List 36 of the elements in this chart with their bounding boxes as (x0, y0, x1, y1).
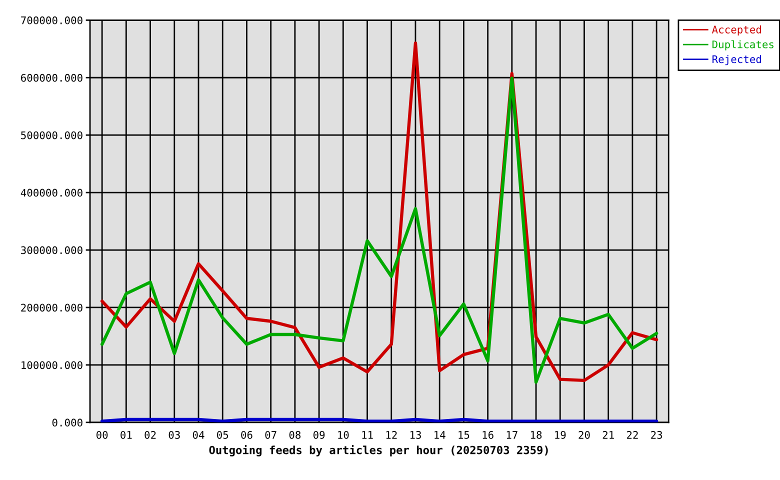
x-tick-label: 20 (578, 430, 590, 439)
x-tick-label: 19 (555, 430, 566, 439)
x-tick-label: 13 (410, 430, 421, 439)
legend-label: Rejected (712, 55, 761, 66)
x-tick-label: 11 (362, 431, 373, 439)
x-tick-label: 16 (482, 430, 494, 439)
x-tick-label: 01 (120, 430, 132, 439)
x-tick-label: 18 (531, 430, 542, 439)
x-tick-label: 02 (144, 430, 156, 439)
x-tick-label: 08 (289, 430, 301, 439)
y-tick-label: 300000.000 (21, 246, 82, 254)
legend-label: Accepted (712, 25, 761, 36)
x-tick-label: 23 (651, 430, 662, 439)
x-tick-label: 05 (217, 430, 228, 439)
x-tick-label: 22 (626, 430, 638, 439)
y-tick-label: 400000.000 (20, 188, 82, 197)
x-tick-label: 14 (434, 431, 446, 439)
legend-label: Duplicates (712, 40, 774, 50)
y-tick-label: 700000.000 (21, 16, 82, 24)
x-tick-label: 06 (241, 430, 252, 439)
y-tick-label: 200000.000 (21, 304, 82, 312)
x-tick-label: 15 (458, 431, 470, 439)
y-tick-label: 600000.000 (21, 74, 82, 82)
x-tick-label: 12 (386, 430, 397, 439)
x-tick-label: 07 (265, 430, 276, 439)
x-tick-label: 21 (602, 430, 614, 439)
x-tick-label: 09 (313, 430, 325, 439)
y-tick-label: 100000.000 (22, 361, 82, 370)
x-tick-label: 04 (192, 430, 204, 439)
x-tick-label: 03 (168, 430, 180, 439)
x-tick-label: 00 (96, 430, 108, 439)
y-tick-label: 0.000 (52, 418, 82, 427)
x-tick-label: 17 (506, 431, 518, 439)
x-axis-title: Outgoing feeds by articles per hour (20250703 2359) (209, 445, 548, 456)
x-tick-label: 10 (338, 430, 349, 439)
y-tick-label: 500000.000 (21, 131, 82, 140)
